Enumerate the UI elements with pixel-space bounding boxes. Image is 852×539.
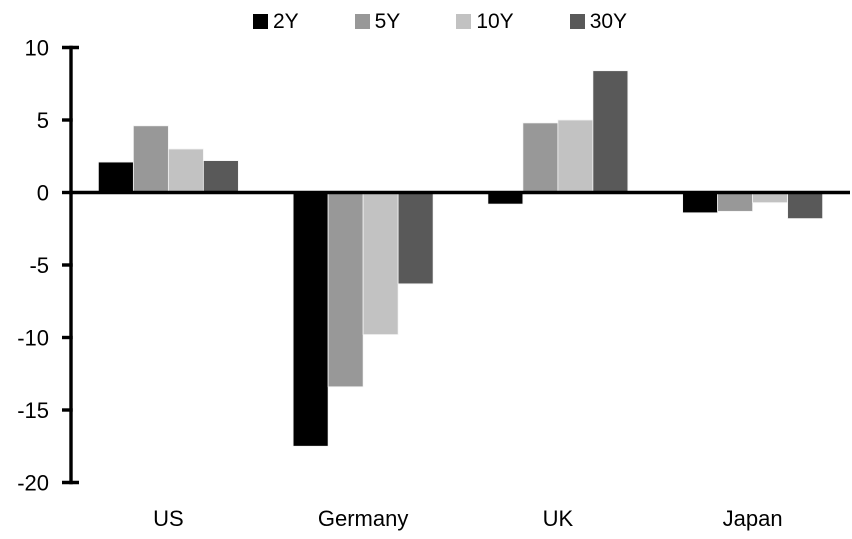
bar-uk-10y xyxy=(557,119,594,193)
category-label-japan: Japan xyxy=(723,506,783,531)
y-axis-tick-label: -5 xyxy=(29,253,49,278)
y-axis-tick-label: 10 xyxy=(25,36,49,61)
bar-japan-30y xyxy=(787,192,824,220)
bar-us-30y xyxy=(202,160,239,193)
y-axis-tick-label: 5 xyxy=(37,108,49,133)
bar-japan-5y xyxy=(717,192,754,212)
bar-uk-30y xyxy=(592,70,629,193)
bar-germany-5y xyxy=(327,192,364,388)
y-axis-tick-label: -15 xyxy=(17,398,49,423)
category-label-germany: Germany xyxy=(318,506,408,531)
bar-japan-2y xyxy=(682,192,719,214)
y-axis-tick-label: -20 xyxy=(17,471,49,496)
category-label-us: US xyxy=(153,506,184,531)
bar-germany-2y xyxy=(292,192,329,447)
bar-uk-5y xyxy=(522,122,559,193)
bar-us-2y xyxy=(97,161,134,193)
bar-us-10y xyxy=(167,148,204,193)
category-label-uk: UK xyxy=(543,506,574,531)
y-axis-tick-label: -10 xyxy=(17,326,49,351)
bar-uk-2y xyxy=(487,192,524,205)
bar-germany-10y xyxy=(362,192,399,336)
bar-germany-30y xyxy=(397,192,434,285)
y-axis-tick-label: 0 xyxy=(37,181,49,206)
bar-us-5y xyxy=(132,125,169,193)
